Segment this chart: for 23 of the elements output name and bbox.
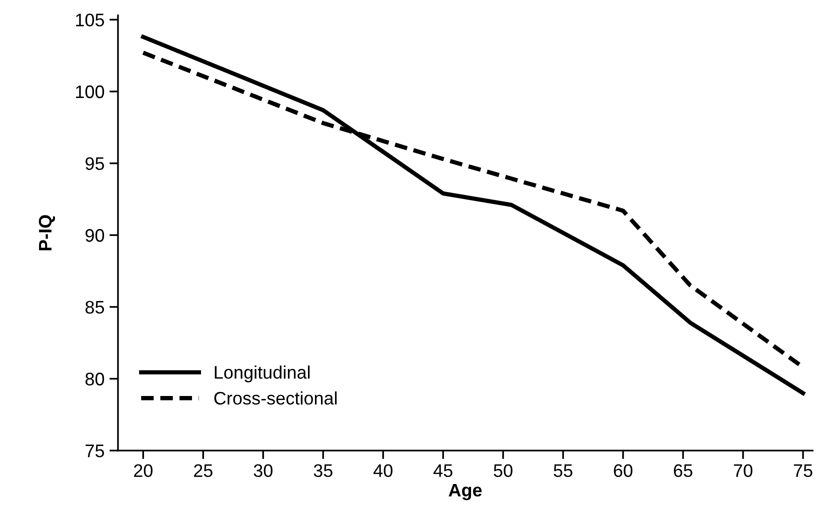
legend-label: Longitudinal: [214, 366, 310, 382]
x-tick-label: 60: [614, 464, 632, 478]
y-tick-label: 85: [85, 300, 104, 314]
x-tick-label: 30: [254, 464, 272, 478]
x-axis-title: Age: [448, 484, 482, 500]
y-tick-label: 90: [86, 229, 104, 242]
x-tick-label: 40: [373, 464, 392, 478]
x-tick-label: 55: [554, 464, 572, 478]
y-tick-label: 95: [86, 157, 104, 170]
x-tick-label: 45: [433, 464, 452, 478]
x-tick-label: 25: [194, 464, 212, 478]
x-tick-label: 50: [494, 464, 512, 478]
x-tick-label: 35: [314, 464, 332, 478]
legend-label: Cross-sectional: [214, 391, 337, 405]
y-tick-label: 75: [86, 444, 104, 458]
x-tick-label: 75: [794, 464, 812, 478]
y-axis-title: P-IQ: [38, 215, 56, 250]
x-tick-label: 70: [734, 464, 752, 478]
x-tick-label: 65: [674, 464, 692, 478]
y-tick-label: 80: [85, 372, 104, 386]
y-tick-label: 105: [76, 14, 104, 26]
x-tick-label: 20: [134, 464, 153, 478]
y-tick-label: 100: [76, 85, 104, 98]
